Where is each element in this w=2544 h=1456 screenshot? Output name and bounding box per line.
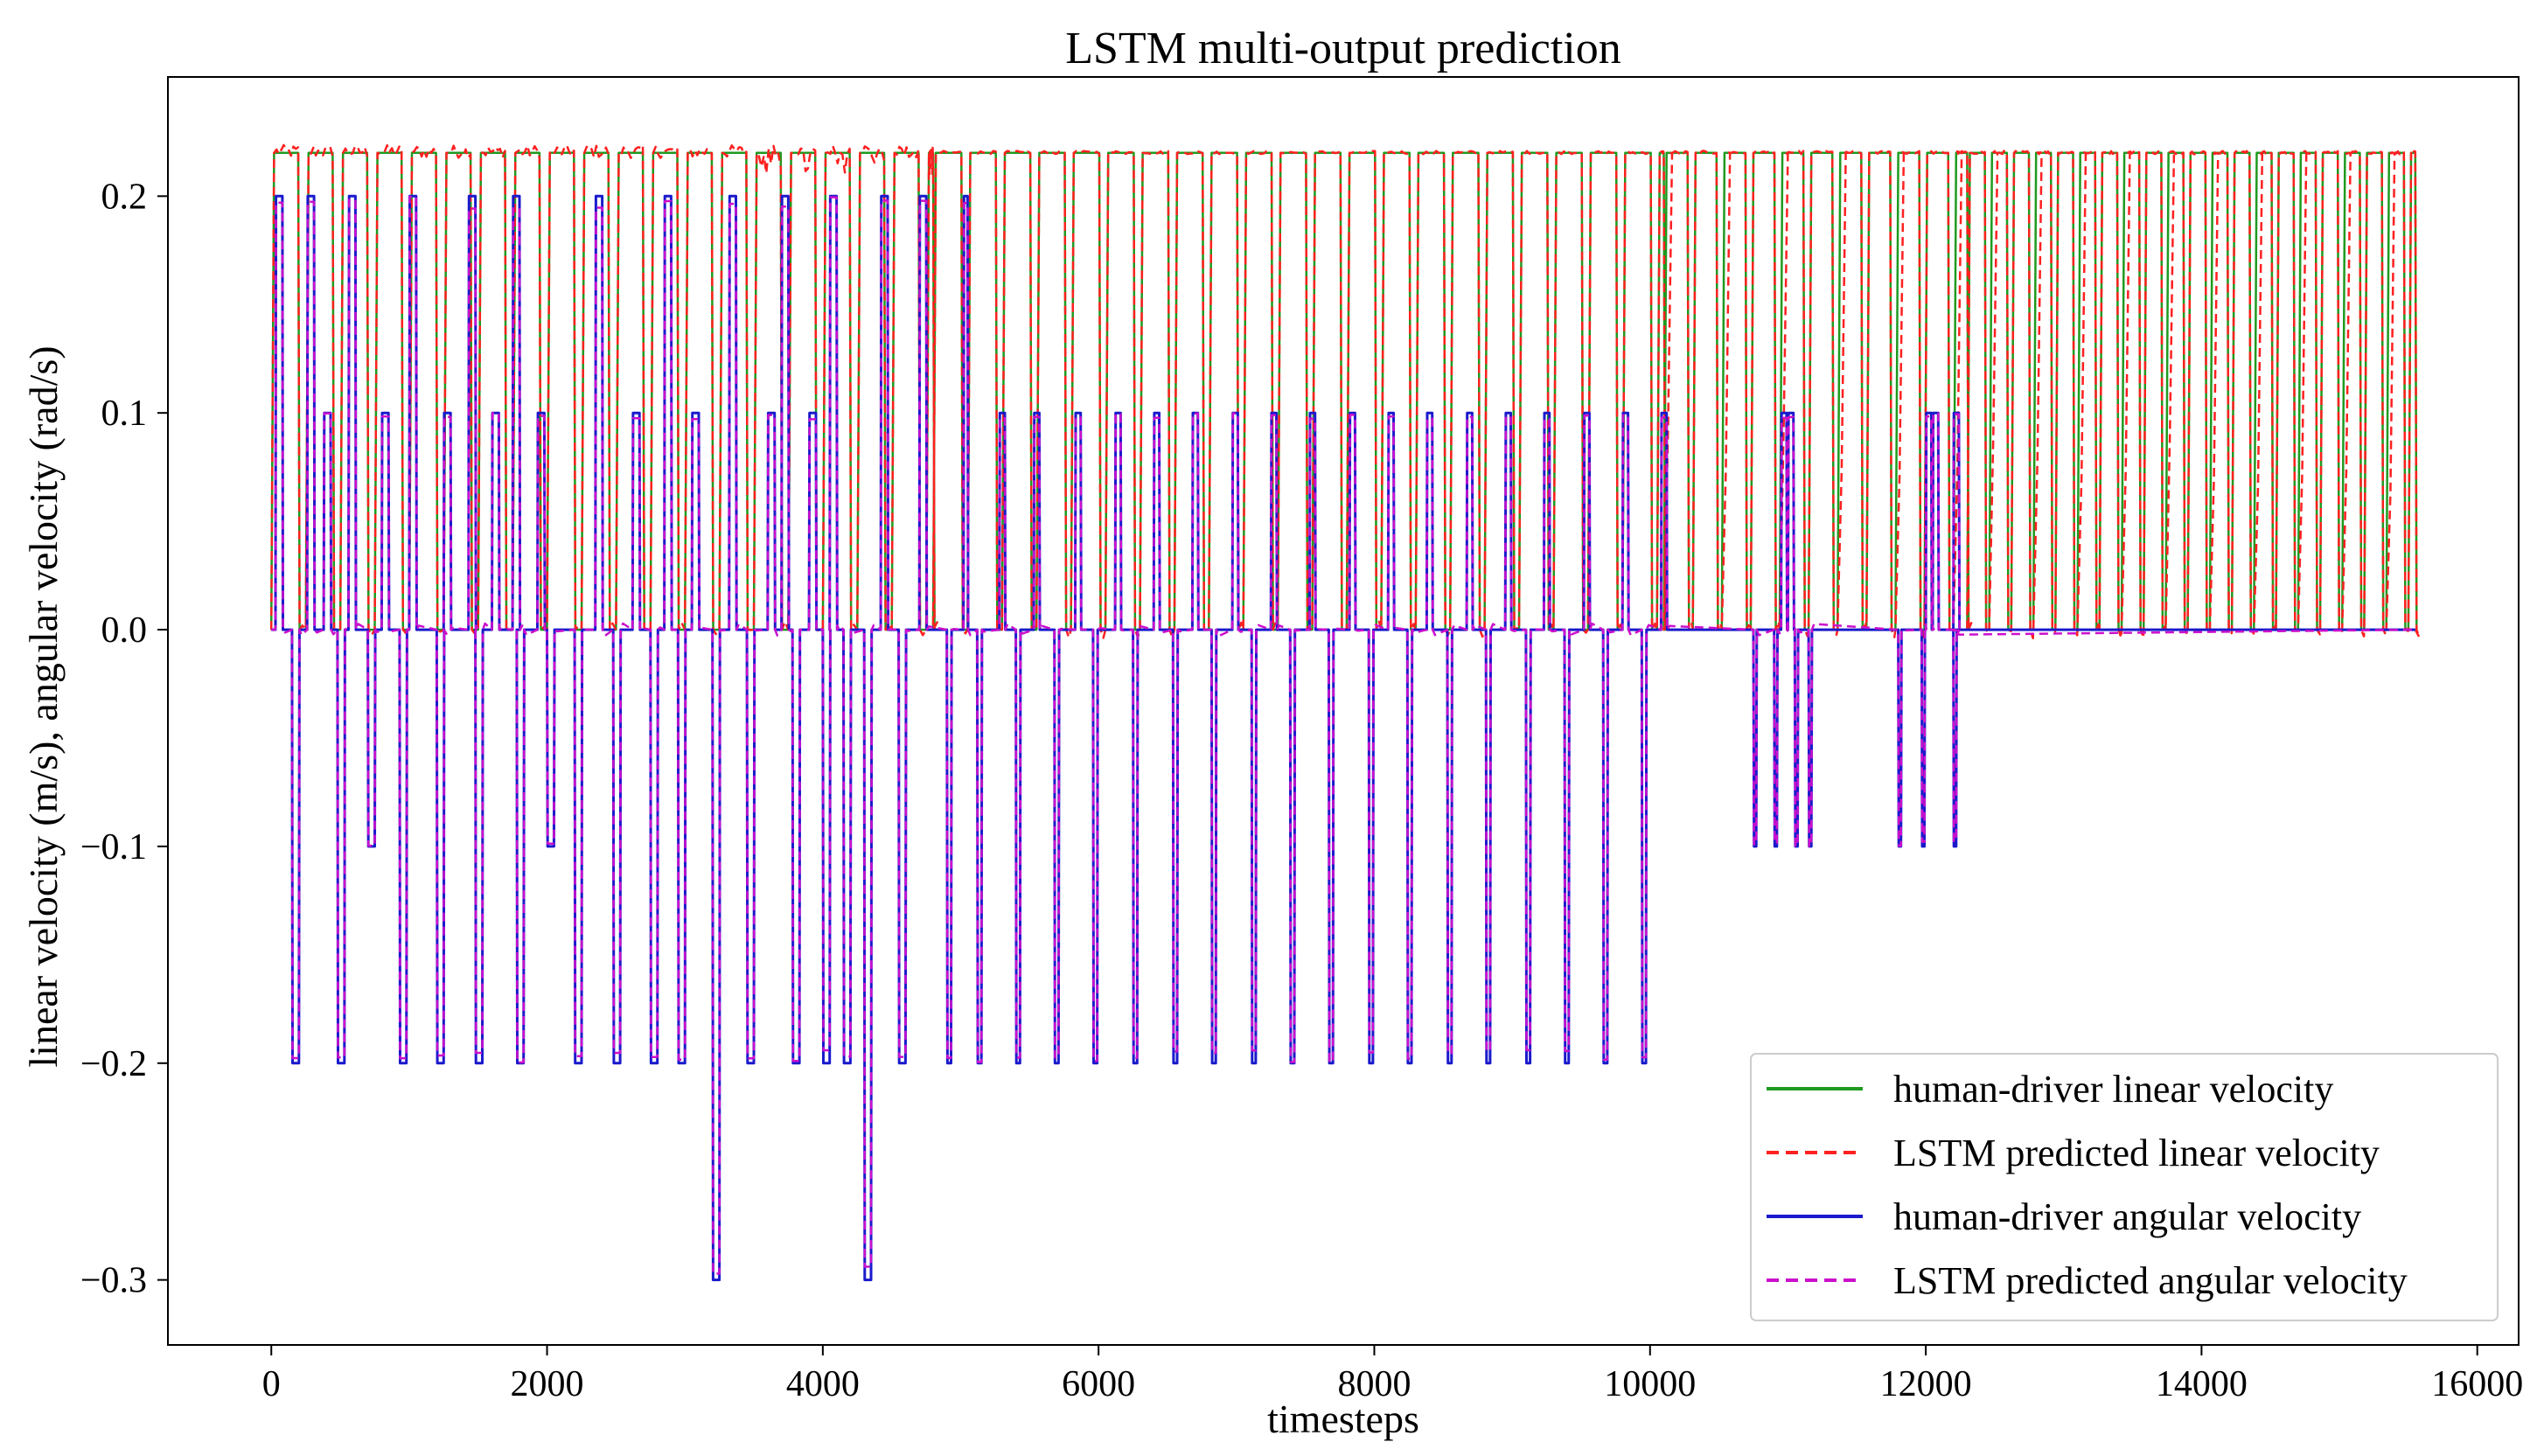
chart-title: LSTM multi-output prediction <box>1065 24 1621 73</box>
y-tick-label: −0.2 <box>80 1044 147 1084</box>
legend-label-lstm-linear: LSTM predicted linear velocity <box>1893 1132 2380 1174</box>
legend: human-driver linear velocity LSTM predic… <box>1750 1053 2499 1321</box>
x-tick-label: 14000 <box>2156 1364 2248 1404</box>
x-tick-label: 16000 <box>2431 1364 2523 1404</box>
x-axis-label: timesteps <box>1267 1397 1419 1441</box>
y-tick-label: 0.0 <box>101 610 148 651</box>
series-layer <box>269 143 2421 1282</box>
x-tick-label: 6000 <box>1062 1364 1135 1404</box>
y-axis-label: linear velocity (m/s), angular velocity … <box>21 345 66 1067</box>
series-lstm-angular-velocity <box>271 195 2415 1275</box>
legend-label-human-linear: human-driver linear velocity <box>1893 1068 2333 1111</box>
y-tick-label: −0.3 <box>80 1261 147 1301</box>
x-tick-label: 2000 <box>511 1364 584 1404</box>
x-tick-label: 12000 <box>1880 1364 1972 1404</box>
y-tick-label: 0.1 <box>101 394 148 434</box>
legend-label-human-angular: human-driver angular velocity <box>1893 1195 2361 1238</box>
legend-label-lstm-angular: LSTM predicted angular velocity <box>1893 1259 2408 1302</box>
y-tick-label: 0.2 <box>101 177 148 217</box>
x-tick-label: 4000 <box>786 1364 860 1404</box>
plot-frame <box>167 76 2520 1346</box>
plot-area <box>269 143 2421 1282</box>
x-tick-label: 10000 <box>1604 1364 1696 1404</box>
x-tick-label: 8000 <box>1337 1364 1411 1404</box>
x-ticks: 0 2000 4000 6000 8000 10000 12000 14000 16000 <box>262 1345 2523 1404</box>
y-tick-label: −0.1 <box>80 827 147 867</box>
legend-box <box>1750 1053 2499 1321</box>
y-ticks: −0.3 −0.2 −0.1 0.0 0.1 0.2 <box>80 177 168 1301</box>
series-lstm-linear-velocity <box>269 143 2421 640</box>
x-tick-label: 0 <box>262 1364 281 1404</box>
